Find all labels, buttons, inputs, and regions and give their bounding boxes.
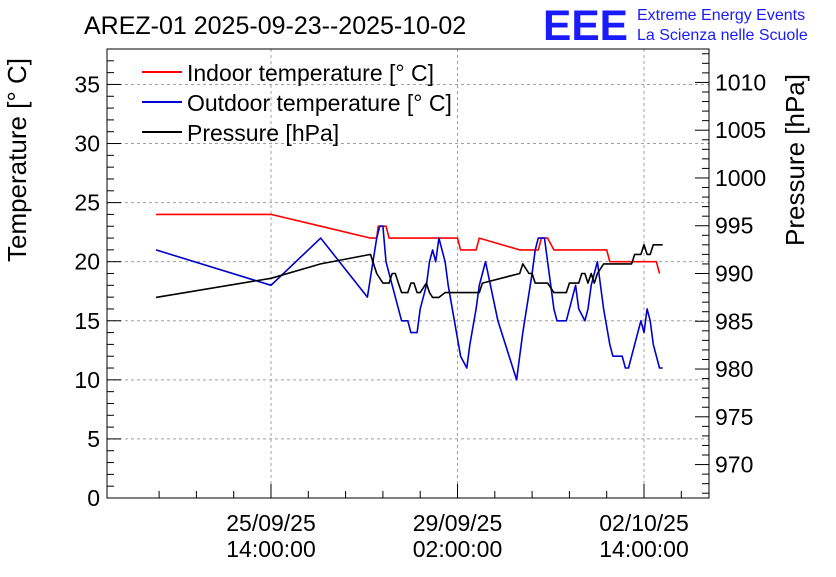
x-tick-label-time-0: 14:00:00 <box>226 536 316 562</box>
y-tick-label-25: 25 <box>74 190 100 216</box>
series-line-2 <box>155 244 663 299</box>
plot-frame <box>106 48 710 499</box>
y2-tick-label-970: 970 <box>715 452 753 478</box>
y2-tick-label-1005: 1005 <box>715 117 766 143</box>
y2-tick-label-980: 980 <box>715 356 753 382</box>
y-tick-label-5: 5 <box>87 426 100 452</box>
chart-title: AREZ-01 2025-09-23--2025-10-02 <box>84 12 466 40</box>
x-tick-label-date-1: 29/09/25 <box>413 510 503 536</box>
y2-tick-label-985: 985 <box>715 308 753 334</box>
y-tick-label-20: 20 <box>74 249 100 275</box>
axes <box>106 48 710 499</box>
grid-lines <box>107 49 709 498</box>
series-line-1 <box>155 225 663 381</box>
y-axis-title-left: Temperature [° C] <box>2 58 32 262</box>
x-tick-label-date-0: 25/09/25 <box>226 510 316 536</box>
legend: Indoor temperature [° C] Outdoor tempera… <box>142 60 452 146</box>
x-tick-label-time-2: 14:00:00 <box>599 536 689 562</box>
series-line-0 <box>156 213 661 274</box>
y2-tick-label-1010: 1010 <box>715 69 766 95</box>
y-axis-title-right: Pressure [hPa] <box>780 74 810 246</box>
eee-logo-line1: Extreme Energy Events <box>637 7 805 24</box>
y2-tick-label-1000: 1000 <box>715 165 766 191</box>
legend-label-outdoor: Outdoor temperature [° C] <box>187 90 452 116</box>
y-tick-label-15: 15 <box>74 308 100 334</box>
y-tick-label-30: 30 <box>74 131 100 157</box>
x-tick-label-time-1: 02:00:00 <box>413 536 503 562</box>
y2-tick-label-975: 975 <box>715 404 753 430</box>
legend-label-pressure: Pressure [hPa] <box>187 120 339 146</box>
series-lines <box>155 213 663 381</box>
y-tick-label-0: 0 <box>87 485 100 511</box>
legend-label-indoor: Indoor temperature [° C] <box>187 60 434 86</box>
y-tick-label-10: 10 <box>74 367 100 393</box>
eee-logo-line2: La Scienza nelle Scuole <box>637 27 808 44</box>
y2-tick-label-995: 995 <box>715 213 753 239</box>
axis-ticks <box>107 53 709 499</box>
y-tick-label-35: 35 <box>74 71 100 97</box>
eee-logo: EEE Extreme Energy Events La Scienza nel… <box>543 2 808 50</box>
y2-tick-label-990: 990 <box>715 261 753 287</box>
x-tick-label-date-2: 02/10/25 <box>599 510 689 536</box>
tick-labels: 0 5 10 15 20 25 30 35 970 975 980 985 990 995 1000 1005… <box>74 69 766 562</box>
eee-logo-mark: EEE <box>543 2 628 50</box>
